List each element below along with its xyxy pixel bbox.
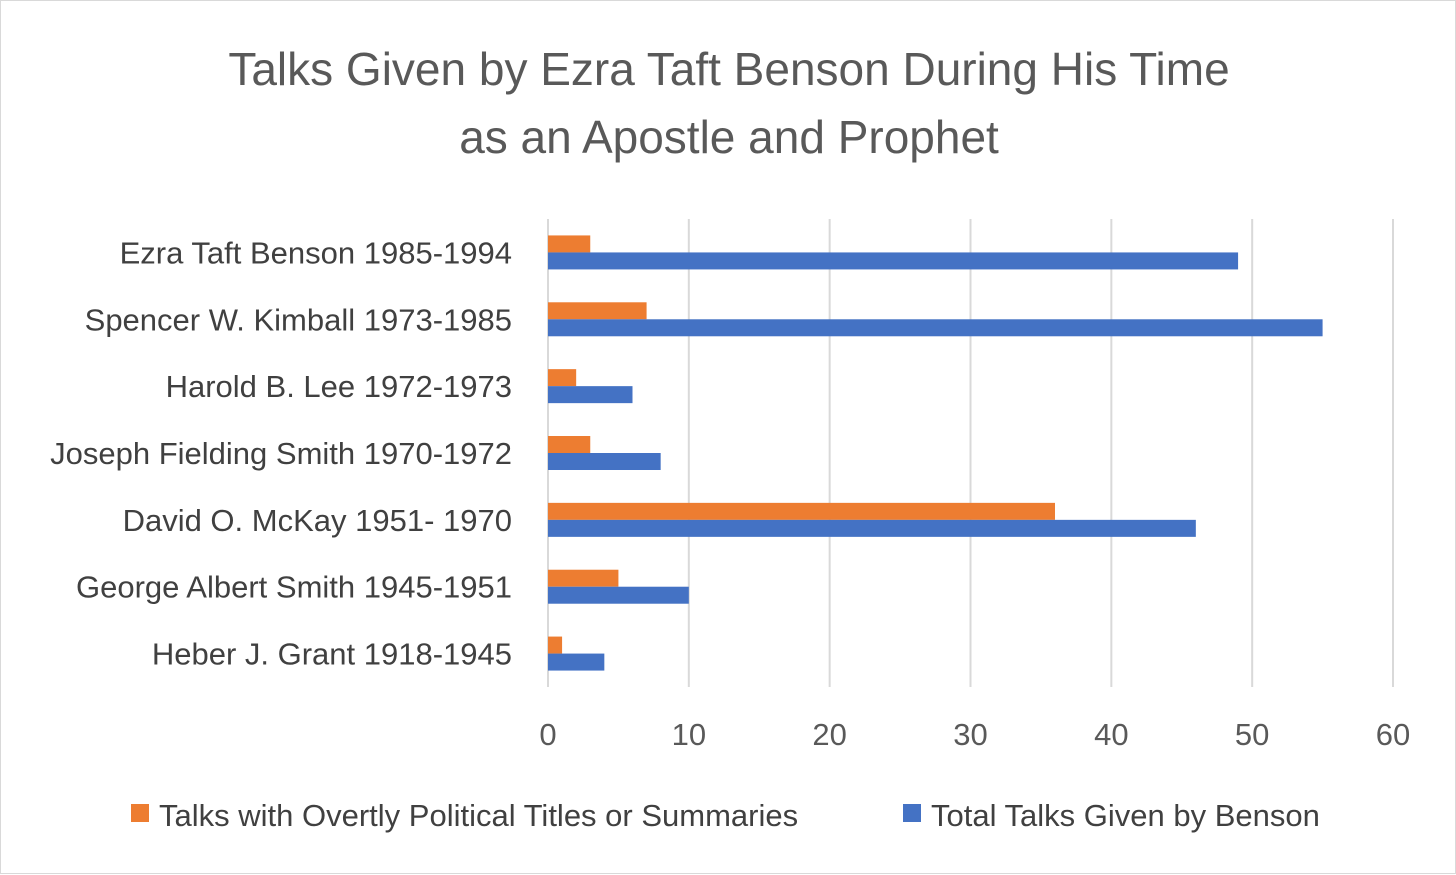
bar-political-6 (548, 235, 591, 253)
bar-political-0 (548, 636, 563, 654)
x-axis-tick-labels: 0 10 20 30 40 50 60 (539, 717, 1410, 752)
x-tick-label-10: 10 (672, 717, 706, 752)
category-label-5: Spencer W. Kimball 1973-1985 (85, 302, 512, 337)
bars (548, 235, 1323, 671)
legend-label-political: Talks with Overtly Political Titles or S… (159, 798, 798, 833)
chart-title-line-1: Talks Given by Ezra Taft Benson During H… (228, 43, 1229, 95)
legend: Talks with Overtly Political Titles or S… (131, 798, 1320, 833)
legend-swatch-total (903, 804, 921, 822)
legend-label-total: Total Talks Given by Benson (931, 798, 1320, 833)
legend-swatch-political (131, 804, 149, 822)
bar-political-4 (548, 369, 577, 387)
x-tick-label-60: 60 (1376, 717, 1410, 752)
bar-total-3 (548, 453, 661, 470)
category-label-3: Joseph Fielding Smith 1970-1972 (50, 436, 512, 471)
category-labels: Heber J. Grant 1918-1945 George Albert Sm… (50, 235, 512, 671)
bar-political-5 (548, 302, 647, 320)
x-tick-label-40: 40 (1094, 717, 1128, 752)
x-tick-label-50: 50 (1235, 717, 1269, 752)
gridlines (547, 219, 1394, 687)
bar-total-0 (548, 653, 605, 671)
bar-total-5 (548, 319, 1323, 337)
x-tick-label-30: 30 (953, 717, 987, 752)
category-label-2: David O. McKay 1951- 1970 (123, 503, 512, 538)
x-tick-label-20: 20 (812, 717, 846, 752)
chart-title-line-2: as an Apostle and Prophet (459, 111, 999, 163)
category-label-0: Heber J. Grant 1918-1945 (152, 637, 512, 672)
category-label-1: George Albert Smith 1945-1951 (76, 570, 512, 605)
bar-total-6 (548, 252, 1239, 270)
bar-total-2 (548, 519, 1196, 537)
bar-political-1 (548, 569, 619, 587)
bar-political-2 (548, 502, 1055, 520)
category-label-6: Ezra Taft Benson 1985-1994 (120, 235, 512, 270)
bar-total-1 (548, 586, 689, 604)
bar-total-4 (548, 386, 633, 404)
chart-title: Talks Given by Ezra Taft Benson During H… (228, 43, 1229, 163)
bar-political-3 (548, 436, 591, 453)
category-label-4: Harold B. Lee 1972-1973 (166, 369, 512, 404)
x-tick-label-0: 0 (539, 717, 556, 752)
